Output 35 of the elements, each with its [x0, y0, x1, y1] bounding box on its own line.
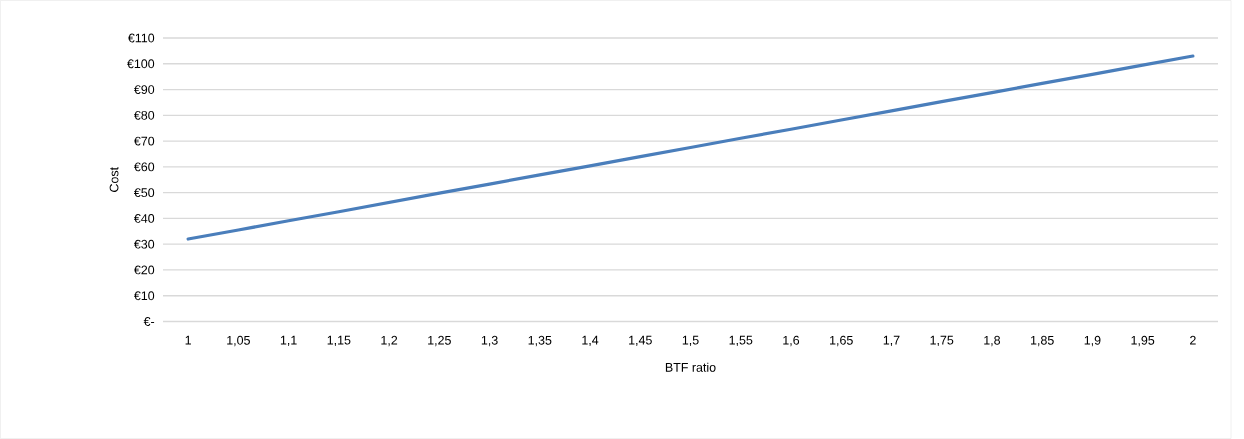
x-tick-label: 1,8	[984, 335, 1001, 347]
y-tick-label: €60	[133, 162, 155, 172]
y-axis-title: Cost	[109, 167, 119, 192]
x-tick-label: 1,4	[582, 335, 599, 347]
x-tick-label: 1,85	[1031, 335, 1054, 347]
y-tick-label: €10	[133, 291, 155, 301]
x-tick-label: 1,75	[930, 335, 954, 347]
y-tick-label: €90	[133, 85, 155, 94]
x-tick-label: 2	[1190, 335, 1196, 345]
x-tick-label: 1,9	[1084, 335, 1101, 347]
x-tick-label: 1,2	[381, 335, 398, 347]
x-tick-label: 1,05	[227, 335, 250, 347]
x-tick-label: 1,95	[1131, 335, 1155, 347]
x-tick-label: 1,15	[327, 335, 351, 347]
x-tick-label: 1,55	[729, 335, 753, 347]
y-tick-label: €100	[127, 59, 155, 69]
x-tick-label: 1,5	[682, 335, 699, 347]
x-tick-label: 1,1	[280, 335, 297, 347]
x-tick-label: 1,45	[629, 335, 652, 347]
y-tick-label: €50	[133, 188, 155, 198]
x-tick-label: 1,3	[481, 335, 498, 347]
y-tick-label: €80	[133, 110, 155, 120]
y-tick-label: €30	[133, 239, 155, 249]
x-tick-label: 1	[185, 335, 191, 345]
x-tick-label: 1,7	[883, 335, 900, 347]
x-tick-label: 1,25	[428, 335, 451, 347]
y-tick-label: €40	[133, 214, 155, 223]
x-tick-label: 1,6	[783, 335, 800, 347]
x-tick-label: 1,35	[528, 335, 552, 347]
y-tick-label: €110	[127, 33, 155, 43]
y-tick-label: €-	[143, 317, 155, 326]
y-tick-label: €70	[133, 136, 155, 146]
y-tick-label: €20	[133, 265, 155, 275]
x-axis-title: BTF ratio	[665, 362, 716, 372]
x-tick-label: 1,65	[830, 335, 853, 347]
